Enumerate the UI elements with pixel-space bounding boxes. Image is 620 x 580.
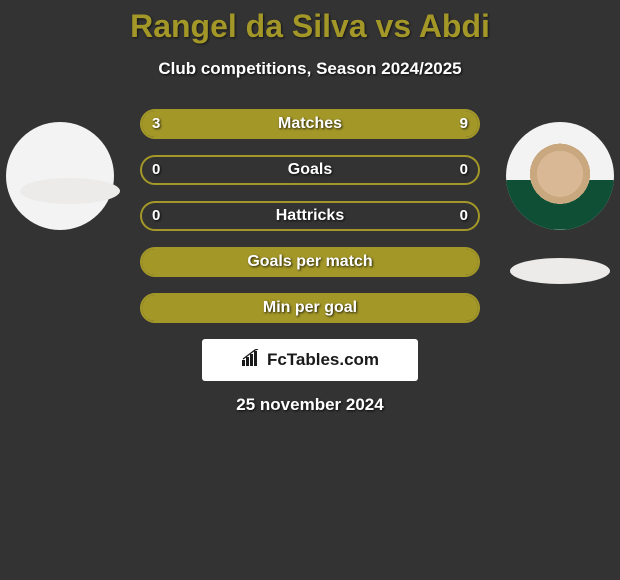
date-text: 25 november 2024 <box>0 395 620 415</box>
stat-bars: 39Matches 00Goals 00Hattricks Goals per mat… <box>140 109 480 323</box>
stat-bar: 00Hattricks <box>140 201 480 231</box>
stat-bar-label: Matches <box>142 111 478 137</box>
stat-bar: 00Goals <box>140 155 480 185</box>
player-right-shadow <box>510 258 610 284</box>
stat-bar-label: Goals <box>142 157 478 183</box>
page-title: Rangel da Silva vs Abdi <box>0 8 620 45</box>
bar-chart-icon <box>241 349 263 372</box>
player-left-avatar <box>6 122 114 230</box>
stat-bar: Min per goal <box>140 293 480 323</box>
brand-text: FcTables.com <box>267 350 379 370</box>
player-left-shadow <box>20 178 120 204</box>
stat-bar-label: Goals per match <box>142 249 478 275</box>
stat-bar-label: Min per goal <box>142 295 478 321</box>
brand-box: FcTables.com <box>202 339 418 381</box>
stat-bar: Goals per match <box>140 247 480 277</box>
subtitle: Club competitions, Season 2024/2025 <box>0 59 620 79</box>
player-right-face <box>506 122 614 230</box>
stat-bar-label: Hattricks <box>142 203 478 229</box>
stat-bar: 39Matches <box>140 109 480 139</box>
player-right-avatar <box>506 122 614 230</box>
